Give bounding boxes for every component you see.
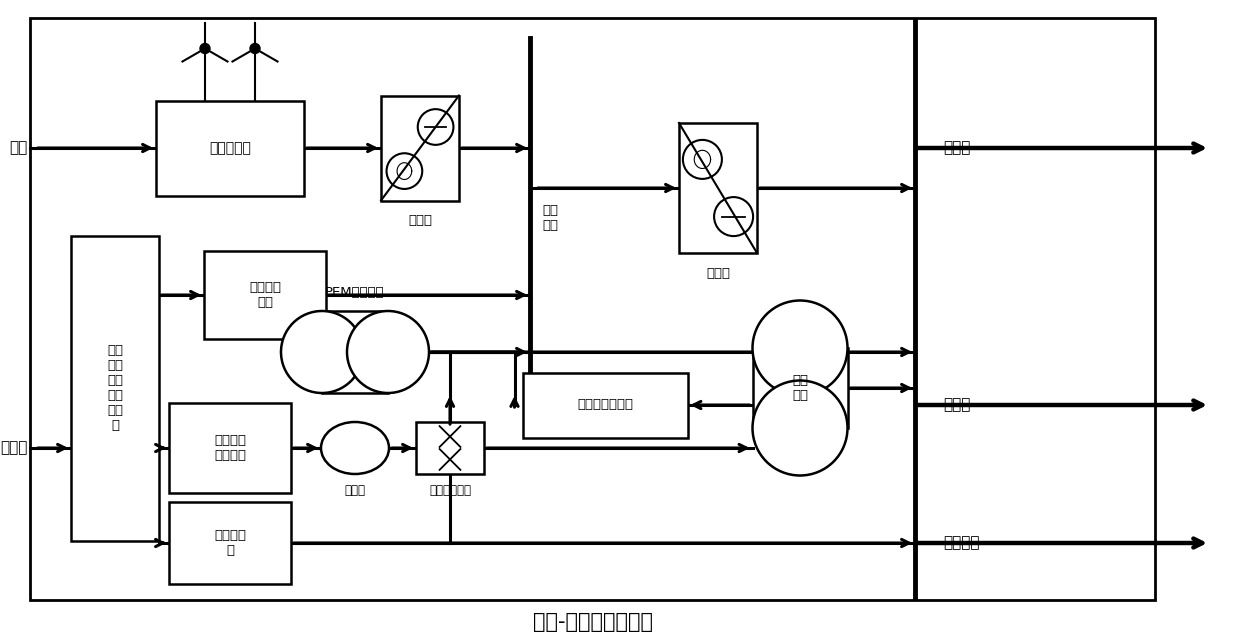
Bar — [381, 95, 459, 200]
Ellipse shape — [753, 380, 847, 476]
Ellipse shape — [347, 311, 429, 393]
Text: 风能: 风能 — [10, 141, 29, 155]
Text: 氢气输出: 氢气输出 — [942, 536, 980, 551]
Circle shape — [200, 43, 210, 53]
Text: 光能
转化
方式
选择
继电
器: 光能 转化 方式 选择 继电 器 — [107, 344, 123, 432]
Circle shape — [250, 43, 260, 53]
Text: 整流器: 整流器 — [408, 214, 432, 228]
Bar — [169, 403, 291, 493]
Text: 储氢
装置: 储氢 装置 — [792, 374, 808, 402]
Text: 储氢输出电磁阀: 储氢输出电磁阀 — [577, 399, 632, 411]
Text: 贮气罐: 贮气罐 — [345, 484, 366, 497]
Text: 热输出: 热输出 — [942, 398, 971, 413]
Text: 电输出: 电输出 — [942, 141, 971, 155]
Bar — [205, 251, 326, 339]
Text: 双向流控制器: 双向流控制器 — [429, 484, 471, 497]
Text: 风光-电热气转换模块: 风光-电热气转换模块 — [532, 612, 652, 632]
Text: PEM燃料电池: PEM燃料电池 — [325, 286, 384, 299]
Ellipse shape — [321, 422, 389, 474]
Text: 风力发电机: 风力发电机 — [210, 141, 250, 155]
Ellipse shape — [281, 311, 363, 393]
Bar — [753, 348, 847, 428]
Text: 太阳能: 太阳能 — [1, 441, 29, 455]
Text: 逆变器: 逆变器 — [706, 267, 730, 280]
Ellipse shape — [753, 300, 847, 396]
Text: 真空集热
管: 真空集热 管 — [215, 529, 246, 557]
Text: 光电催化
制氢装置: 光电催化 制氢装置 — [215, 434, 246, 462]
Text: 直流
母线: 直流 母线 — [542, 204, 558, 232]
Bar — [322, 311, 388, 393]
Bar — [156, 100, 304, 195]
Bar — [415, 422, 484, 474]
Text: 光伏电池
阵列: 光伏电池 阵列 — [249, 281, 281, 309]
Bar — [169, 502, 291, 584]
Bar — [71, 235, 159, 541]
Bar — [522, 373, 687, 438]
Bar — [680, 123, 756, 253]
